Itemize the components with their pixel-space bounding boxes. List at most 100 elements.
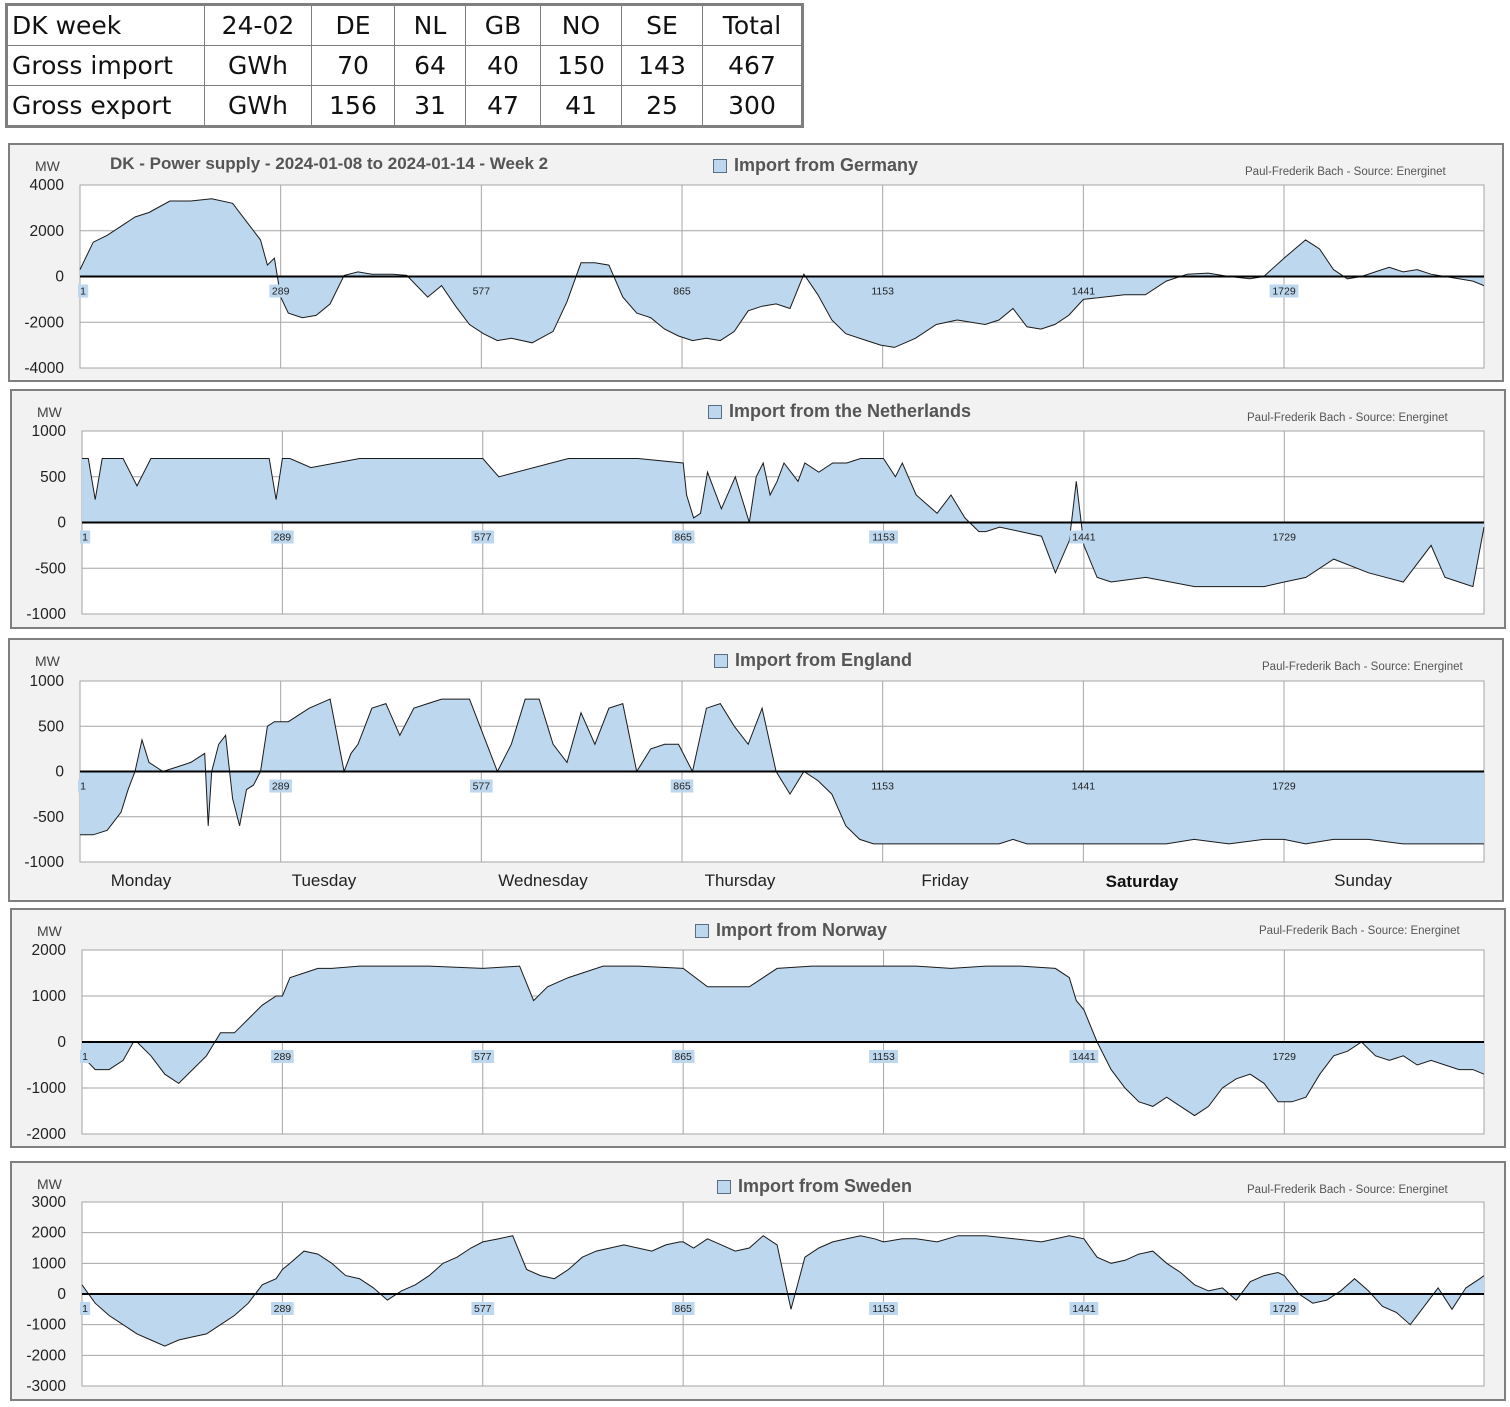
summary-cell: DE <box>311 4 395 46</box>
series-area <box>82 966 1484 1116</box>
x-tick-label: 865 <box>674 1051 692 1063</box>
summary-cell: GB <box>465 4 541 46</box>
legend-label: Import from Germany <box>734 155 919 175</box>
x-tick-label-background <box>271 530 294 544</box>
unit-label: MW <box>37 404 62 420</box>
y-tick-label: 2000 <box>32 1225 67 1242</box>
x-tick-label-background <box>80 1050 91 1063</box>
day-label-friday: Friday <box>921 871 969 890</box>
x-tick-label-background <box>1068 284 1098 298</box>
chart-legend: Import from Sweden <box>717 1176 912 1197</box>
x-tick-label: 1441 <box>1072 1051 1096 1063</box>
x-tick-label: 1153 <box>871 781 894 793</box>
day-label-wednesday: Wednesday <box>498 871 588 890</box>
x-tick-label-background <box>869 1302 898 1315</box>
x-tick-label-background <box>670 284 694 298</box>
x-tick-label: 577 <box>473 286 491 298</box>
x-tick-label-background <box>269 284 292 298</box>
summary-row-export: Gross export GWh 156 31 47 41 25 300 <box>6 85 803 127</box>
unit-label: MW <box>35 653 60 669</box>
unit-label: MW <box>37 1176 62 1192</box>
y-tick-label: -500 <box>35 560 66 577</box>
y-tick-label: 1000 <box>30 673 65 690</box>
x-tick-label: 865 <box>674 532 692 544</box>
main-title: DK - Power supply - 2024-01-08 to 2024-0… <box>110 154 549 173</box>
legend-swatch <box>714 653 728 668</box>
y-tick-label: 1000 <box>32 988 67 1005</box>
x-tick-label: 1 <box>82 1303 88 1315</box>
x-tick-label-background <box>470 284 493 298</box>
x-tick-label: 1441 <box>1072 1303 1096 1315</box>
chart-svg: 1000 500 0 -500 -1000 1 289 577 865 1153 1441 1729 <box>26 423 1485 623</box>
y-tick-label: 2000 <box>30 223 65 240</box>
summary-table: DK week 24-02 DE NL GB NO SE Total Gross… <box>5 3 804 128</box>
y-tick-label: 0 <box>57 1034 66 1051</box>
y-tick-label: -2000 <box>26 1347 66 1364</box>
y-tick-label: -2000 <box>24 314 64 331</box>
legend-swatch <box>695 923 709 938</box>
y-tick-label: -4000 <box>24 360 64 377</box>
x-tick-label: 289 <box>272 286 290 298</box>
legend-label: Import from the Netherlands <box>729 401 972 421</box>
x-tick-label-background <box>80 530 91 544</box>
x-tick-label-background <box>1269 779 1299 793</box>
x-tick-label: 577 <box>473 781 491 793</box>
x-tick-label-background <box>1269 530 1299 544</box>
summary-cell: 24-02 <box>204 4 312 46</box>
summary-cell: 64 <box>394 45 466 86</box>
x-tick-label: 1441 <box>1072 532 1096 544</box>
x-tick-label-background <box>1269 1302 1299 1315</box>
chart-legend: Import from England <box>714 650 912 671</box>
x-tick-label-background <box>1269 284 1299 298</box>
summary-cell: GWh <box>204 85 312 127</box>
x-tick-label-background <box>271 1050 294 1063</box>
x-tick-label: 577 <box>474 532 492 544</box>
legend-swatch <box>717 1179 731 1194</box>
x-tick-label: 1729 <box>1272 781 1296 793</box>
y-tick-label: 3000 <box>32 1194 67 1211</box>
x-tick-label-background <box>670 779 694 793</box>
summary-cell: 143 <box>621 45 703 86</box>
summary-cell: 70 <box>311 45 395 86</box>
legend-label: Import from Sweden <box>738 1176 913 1196</box>
x-tick-label-background <box>78 779 89 793</box>
chart-panel-england: MW Import from England Paul-Frederik Bac… <box>8 638 1504 902</box>
legend-label: Import from Norway <box>716 920 888 940</box>
x-tick-label-background <box>671 1302 695 1315</box>
x-tick-label: 865 <box>673 781 691 793</box>
y-tick-label: 4000 <box>30 177 65 194</box>
series-line <box>82 458 1485 588</box>
x-tick-label-background <box>1269 1050 1299 1063</box>
x-tick-label-background <box>868 779 898 793</box>
summary-cell: 300 <box>702 85 803 127</box>
y-tick-label: -500 <box>33 809 64 826</box>
x-tick-label-background <box>1069 530 1099 544</box>
x-tick-label: 289 <box>274 1303 292 1315</box>
x-tick-label-background <box>78 284 89 298</box>
x-tick-label-background <box>471 1050 495 1063</box>
summary-cell: 25 <box>621 85 703 127</box>
day-label-tuesday: Tuesday <box>291 871 357 890</box>
summary-cell: NO <box>540 4 622 46</box>
y-tick-label: 2000 <box>32 942 67 959</box>
unit-label: MW <box>35 158 60 174</box>
y-tick-label: -2000 <box>26 1126 66 1143</box>
x-tick-label: 1 <box>82 1051 88 1063</box>
y-tick-label: -1000 <box>24 854 64 871</box>
summary-cell: 31 <box>394 85 466 127</box>
summary-cell: NL <box>394 4 466 46</box>
y-tick-label: 500 <box>40 469 66 486</box>
x-tick-label: 1441 <box>1072 781 1096 793</box>
x-tick-label-background <box>80 1302 91 1315</box>
x-tick-label: 289 <box>274 1051 292 1063</box>
x-tick-label: 1 <box>82 532 88 544</box>
summary-cell: SE <box>621 4 703 46</box>
y-tick-label: 0 <box>55 269 64 286</box>
x-tick-label-background <box>1069 1050 1099 1063</box>
y-tick-label: -1000 <box>26 1317 66 1334</box>
legend-swatch <box>708 404 722 419</box>
series-area <box>82 1235 1484 1347</box>
x-tick-label: 1 <box>80 286 86 298</box>
chart-svg: 4000 2000 0 -2000 -4000 1 289 577 865 1153 1441 172… <box>24 177 1485 377</box>
x-tick-label: 289 <box>272 781 290 793</box>
